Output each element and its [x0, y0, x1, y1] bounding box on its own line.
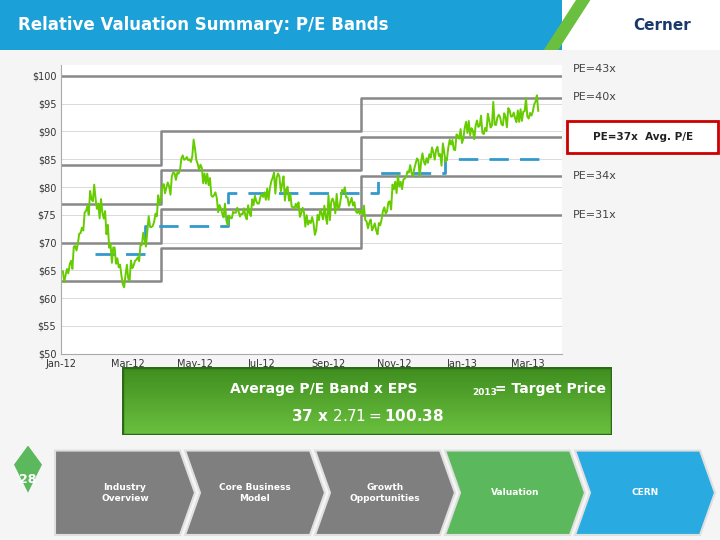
- Bar: [122, 408, 612, 409]
- Bar: [122, 403, 612, 404]
- Bar: [122, 404, 612, 406]
- Bar: [122, 424, 612, 426]
- Bar: [122, 406, 612, 408]
- Bar: [122, 428, 612, 430]
- Polygon shape: [185, 450, 325, 535]
- Polygon shape: [575, 450, 715, 535]
- Bar: [122, 367, 612, 369]
- Bar: [122, 386, 612, 388]
- Bar: [122, 397, 612, 399]
- Text: PE=31x: PE=31x: [573, 210, 617, 220]
- Bar: [122, 372, 612, 374]
- Bar: [122, 374, 612, 376]
- Bar: [122, 426, 612, 428]
- Text: PE=34x: PE=34x: [573, 171, 617, 181]
- Bar: [122, 396, 612, 397]
- Bar: [122, 411, 612, 413]
- Polygon shape: [445, 450, 585, 535]
- Text: Average P/E Band x EPS: Average P/E Band x EPS: [230, 382, 418, 396]
- Bar: [122, 393, 612, 394]
- Text: CERN: CERN: [631, 488, 659, 497]
- Text: PE=40x: PE=40x: [573, 92, 617, 102]
- Text: PE=43x: PE=43x: [573, 64, 617, 74]
- Bar: [122, 376, 612, 377]
- Bar: [122, 391, 612, 393]
- Bar: [562, 0, 720, 50]
- Text: Valuation: Valuation: [491, 488, 539, 497]
- FancyBboxPatch shape: [567, 121, 719, 153]
- Text: Industry
Overview: Industry Overview: [101, 483, 149, 503]
- Bar: [122, 418, 612, 420]
- Bar: [122, 416, 612, 418]
- Text: = Target Price: = Target Price: [490, 382, 606, 396]
- Bar: [122, 430, 612, 431]
- Bar: [122, 382, 612, 384]
- Bar: [122, 415, 612, 416]
- Bar: [122, 369, 612, 370]
- Bar: [122, 420, 612, 421]
- Polygon shape: [544, 0, 590, 50]
- Bar: [0, 0, 562, 50]
- Bar: [122, 433, 612, 435]
- Text: Relative Valuation Summary: P/E Bands: Relative Valuation Summary: P/E Bands: [18, 16, 389, 34]
- Bar: [122, 431, 612, 433]
- Bar: [122, 421, 612, 423]
- Bar: [122, 401, 612, 403]
- Text: 2013: 2013: [472, 388, 498, 397]
- Bar: [122, 399, 612, 401]
- Bar: [122, 388, 612, 389]
- Bar: [122, 409, 612, 411]
- Text: 37 x $2.71 = $100.38: 37 x $2.71 = $100.38: [291, 408, 444, 424]
- Polygon shape: [315, 450, 455, 535]
- Bar: [122, 381, 612, 382]
- Polygon shape: [14, 446, 42, 492]
- Bar: [122, 377, 612, 379]
- Bar: [122, 384, 612, 386]
- Text: 28: 28: [19, 473, 37, 486]
- Bar: [122, 394, 612, 396]
- Text: Core Business
Model: Core Business Model: [219, 483, 291, 503]
- Text: PE=37x  Avg. P/E: PE=37x Avg. P/E: [593, 132, 693, 142]
- Bar: [122, 379, 612, 381]
- Bar: [122, 423, 612, 424]
- Bar: [122, 389, 612, 391]
- Text: Cerner: Cerner: [634, 18, 691, 32]
- Bar: [122, 413, 612, 415]
- Bar: [122, 370, 612, 372]
- Polygon shape: [55, 450, 195, 535]
- Text: Growth
Opportunities: Growth Opportunities: [350, 483, 420, 503]
